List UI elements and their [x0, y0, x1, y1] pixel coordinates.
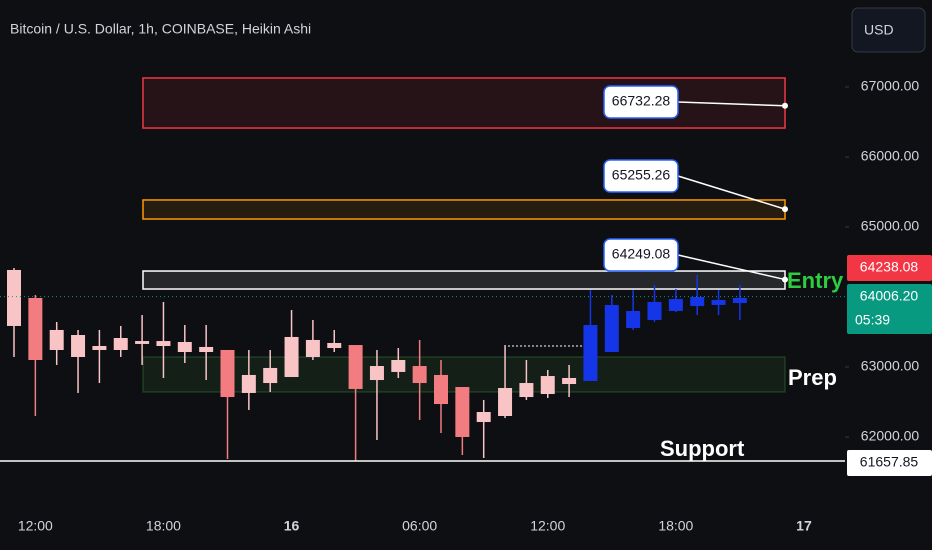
candle-body [92, 345, 107, 350]
candle-body [369, 366, 384, 381]
x-tick-label: 12:00 [18, 518, 53, 534]
candle-body [540, 376, 555, 395]
price-badge [847, 284, 932, 334]
y-tick-label: 65000.00 [861, 218, 920, 234]
candle-body [113, 338, 128, 350]
candle-body [327, 342, 342, 349]
candle-body [156, 341, 171, 346]
callout-box [603, 159, 679, 193]
x-tick-label: 18:00 [658, 518, 693, 534]
candle-body [412, 366, 427, 384]
candle-body [647, 301, 662, 321]
x-tick-label: 12:00 [530, 518, 565, 534]
callout-label: 65255.26 [612, 167, 671, 183]
candle-body [28, 297, 43, 360]
x-tick-label: 06:00 [402, 518, 437, 534]
candle-body [284, 336, 299, 378]
candle-body [498, 387, 513, 416]
candle-body [455, 387, 470, 437]
candle-body [583, 324, 598, 381]
candle-body [626, 310, 641, 329]
currency-button-label[interactable]: USD [864, 22, 894, 38]
candle-body [391, 359, 406, 372]
x-tick-label: 16 [284, 518, 300, 534]
price-badge [847, 450, 932, 476]
candle-body [476, 412, 491, 423]
candle-body [604, 304, 619, 353]
candle-body [199, 346, 214, 353]
zone [142, 356, 786, 393]
y-tick-label: 67000.00 [861, 78, 920, 94]
callout-line [677, 101, 786, 107]
candle-body [519, 383, 534, 398]
candle-body [263, 367, 278, 384]
price-badge-label: 61657.85 [860, 454, 919, 470]
candle-body [241, 374, 256, 393]
candle-body [49, 329, 64, 350]
price-badge-label: 64238.08 [860, 259, 919, 275]
y-tick-label: 63000.00 [861, 358, 920, 374]
candle-body [177, 342, 192, 353]
x-tick-label: 17 [796, 518, 812, 534]
candle-body [562, 377, 577, 385]
candle-body [690, 296, 705, 307]
zone [142, 199, 786, 220]
candle-body [434, 374, 448, 405]
candle-body [711, 300, 726, 305]
callout-point [782, 276, 788, 283]
candle-body [668, 299, 683, 311]
countdown-label: 05:39 [855, 312, 890, 328]
callout-label: 64249.08 [612, 246, 671, 262]
candle-body [732, 297, 747, 304]
zone [142, 270, 786, 290]
annotation: Entry [787, 268, 844, 293]
candle-body [348, 345, 363, 389]
price-badge-label: 64006.20 [860, 288, 919, 304]
callout-line [677, 254, 786, 281]
price-badge [847, 255, 932, 281]
candle-body [220, 349, 235, 398]
callout-line [677, 175, 786, 210]
candle-body [305, 339, 320, 357]
callout-point [782, 102, 788, 109]
callout-label: 66732.28 [612, 93, 671, 109]
x-tick-label: 18:00 [146, 518, 181, 534]
callout-box [603, 238, 679, 272]
annotation: Prep [788, 365, 837, 390]
callout-point [782, 206, 788, 213]
candle-body [7, 269, 21, 326]
chart-title: Bitcoin / U.S. Dollar, 1h, COINBASE, Hei… [10, 21, 311, 37]
currency-button[interactable] [851, 7, 926, 53]
candle-body [71, 335, 86, 357]
callout-box [603, 85, 679, 119]
candle-body [135, 341, 150, 344]
y-tick-label: 66000.00 [861, 148, 920, 164]
y-tick-label: 62000.00 [861, 428, 920, 444]
annotation: Support [660, 436, 745, 461]
